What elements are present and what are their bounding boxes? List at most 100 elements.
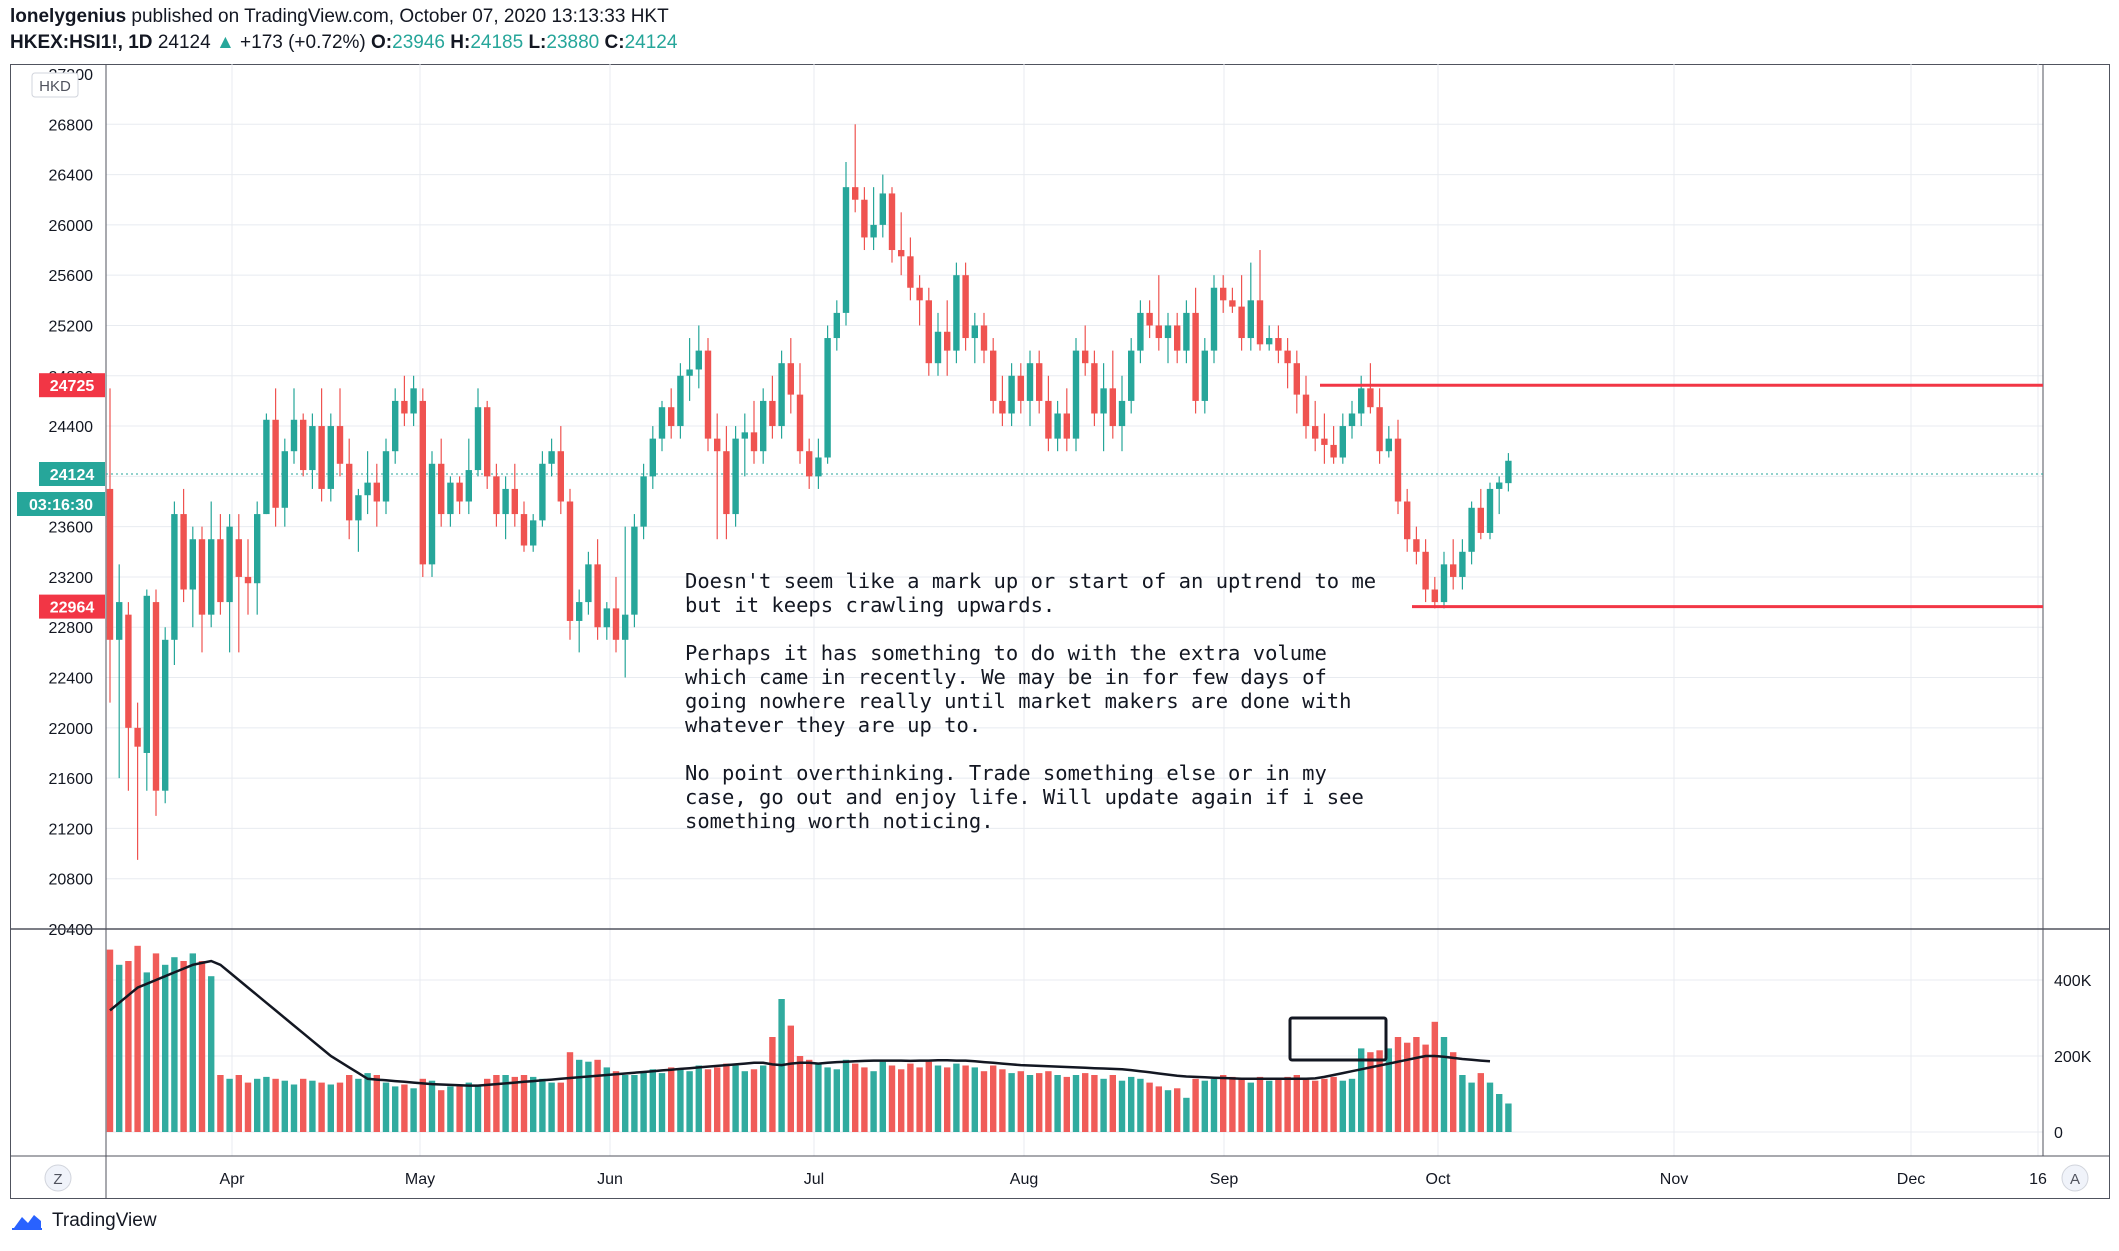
price-badge-label: 24124 <box>50 467 95 484</box>
volume-bar <box>1247 1082 1254 1132</box>
volume-bar <box>925 1061 932 1132</box>
candle-body <box>309 426 316 471</box>
price-tick-label: 22000 <box>49 721 94 738</box>
tradingview-cloud-icon <box>12 1215 42 1230</box>
volume-bar <box>493 1075 500 1132</box>
volume-bar <box>309 1080 316 1132</box>
price-tick-label: 21600 <box>49 771 94 788</box>
candle-body <box>373 482 380 502</box>
volume-bar <box>934 1065 942 1132</box>
price-badge-label: 24725 <box>50 378 95 395</box>
candle-body <box>539 463 546 521</box>
chart-border <box>10 64 2110 1199</box>
volume-bar <box>944 1067 951 1132</box>
volume-bar <box>1109 1075 1116 1132</box>
volume-bar <box>1358 1048 1365 1132</box>
volume-bar <box>1404 1042 1411 1132</box>
volume-bar <box>1256 1076 1264 1132</box>
annotation-line: Perhaps it has something to do with the … <box>685 641 1327 665</box>
auto-scale-a-button[interactable] <box>2061 1164 2089 1192</box>
auto-scale-z-button[interactable] <box>44 1164 72 1192</box>
candle-body <box>1100 388 1107 414</box>
author-name[interactable]: lonelygenius <box>10 6 127 27</box>
volume-bar <box>649 1069 656 1132</box>
volume-bar <box>732 1065 739 1132</box>
candle-body <box>1128 350 1135 401</box>
annotation-line: something worth noticing. <box>685 809 994 833</box>
candle-body <box>1017 375 1024 401</box>
candle-body <box>263 419 270 515</box>
candle-body <box>778 363 785 427</box>
time-axis[interactable]: Apr May Jun Jul Aug Sep Oct Nov Dec 16 <box>220 1171 2047 1188</box>
annotation-line: Doesn't seem like a mark up or start of … <box>685 569 1376 593</box>
candle-body <box>1091 363 1098 414</box>
volume-bar <box>1284 1076 1291 1132</box>
volume-bar <box>1477 1073 1484 1132</box>
volume-highlight-box[interactable] <box>1288 1016 1388 1062</box>
volume-bar <box>1146 1082 1153 1132</box>
volume-bar <box>888 1065 896 1132</box>
candle-body <box>318 426 325 489</box>
candle-body <box>502 488 509 515</box>
candle-body <box>1284 350 1291 364</box>
volume-bar <box>1164 1090 1172 1132</box>
candle-body <box>1394 438 1402 502</box>
volume-bar <box>143 972 150 1132</box>
time-tick-label: Aug <box>1010 1171 1038 1188</box>
chart-header: lonelygenius published on TradingView.co… <box>10 4 2110 56</box>
candle-body <box>1422 551 1429 590</box>
volume-bar <box>189 953 196 1132</box>
volume-bar <box>336 1082 344 1132</box>
candle-body <box>677 375 684 427</box>
volume-bar <box>226 1078 233 1132</box>
volume-bar <box>566 1052 574 1132</box>
volume-bar <box>125 961 132 1132</box>
volume-bar <box>962 1065 969 1132</box>
candle-body <box>1321 438 1328 445</box>
text-annotation[interactable]: Doesn't seem like a mark up or start of … <box>685 569 1376 833</box>
volume-bar <box>1183 1097 1190 1132</box>
time-tick-label: Jul <box>804 1171 824 1188</box>
volume-bar <box>1155 1086 1162 1132</box>
candle-body <box>704 350 712 439</box>
symbol-label[interactable]: HKEX:HSI1!, 1D <box>10 32 153 53</box>
volume-bar <box>1008 1073 1015 1132</box>
candle-body <box>281 451 288 508</box>
volume-bar <box>281 1080 288 1132</box>
candle-body <box>576 602 583 621</box>
volume-bar <box>704 1069 712 1132</box>
candle-body <box>1450 564 1457 577</box>
candle-body <box>189 539 196 590</box>
candle-body <box>1229 300 1236 307</box>
candle-body <box>796 394 804 452</box>
price-tick-label: 23600 <box>49 520 94 537</box>
volume-bar <box>861 1067 868 1132</box>
volume-bar <box>300 1078 307 1132</box>
candle-body <box>1431 589 1438 603</box>
candle-body <box>980 325 988 351</box>
volume-bar <box>594 1059 601 1132</box>
candle-body <box>999 400 1006 414</box>
candle-body <box>879 193 886 225</box>
volume-axis[interactable]: 400K 200K 0 <box>2054 973 2092 1142</box>
price-badge-label: 22964 <box>50 600 95 617</box>
chart-frame[interactable]: 2720026800264002600025600252002480024400… <box>10 64 2110 1199</box>
horizontal-levels[interactable] <box>1320 383 2043 609</box>
tradingview-logo[interactable]: TradingView <box>10 1210 157 1232</box>
grid-lines <box>106 64 2043 1156</box>
volume-bar <box>428 1080 436 1132</box>
volume-bar <box>327 1084 334 1132</box>
currency-box[interactable] <box>31 72 79 98</box>
candle-body <box>925 300 932 364</box>
z-button-label: Z <box>53 1171 62 1188</box>
candle-body <box>484 407 491 477</box>
candle-body <box>806 451 813 477</box>
candle-body <box>557 451 564 502</box>
candle-body <box>272 419 279 508</box>
volume-bar <box>198 961 206 1132</box>
candle-body <box>1063 413 1070 439</box>
volume-bar <box>235 1075 242 1132</box>
candle-body <box>1256 300 1264 345</box>
candle-body <box>732 438 739 515</box>
candle-body <box>125 614 132 728</box>
